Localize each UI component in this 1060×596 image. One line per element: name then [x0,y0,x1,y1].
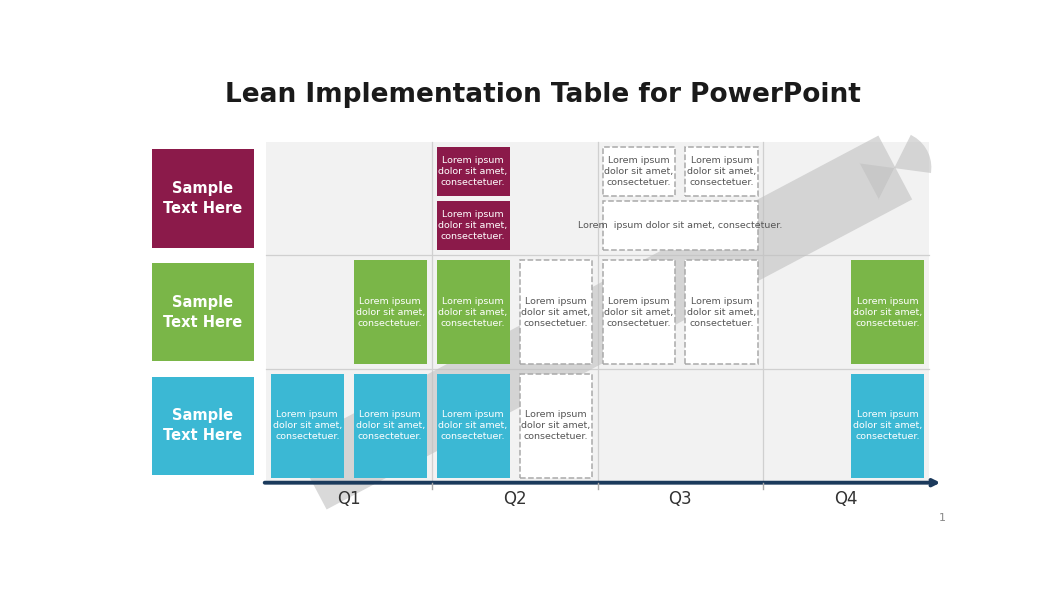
Text: Lorem ipsum
dolor sit amet,
consectetuer.: Lorem ipsum dolor sit amet, consectetuer… [439,410,508,442]
FancyBboxPatch shape [437,147,510,196]
FancyBboxPatch shape [602,201,758,250]
FancyArrowPatch shape [310,167,896,477]
Text: Q2: Q2 [502,491,527,508]
FancyBboxPatch shape [152,149,254,247]
Text: Lorem ipsum
dolor sit amet,
consectetuer.: Lorem ipsum dolor sit amet, consectetuer… [355,410,425,442]
Text: Lorem ipsum
dolor sit amet,
consectetuer.: Lorem ipsum dolor sit amet, consectetuer… [522,297,590,328]
Text: Lorem ipsum
dolor sit amet,
consectetuer.: Lorem ipsum dolor sit amet, consectetuer… [853,297,922,328]
FancyBboxPatch shape [271,374,343,478]
Text: Lorem ipsum
dolor sit amet,
consectetuer.: Lorem ipsum dolor sit amet, consectetuer… [687,156,757,187]
Text: Lorem ipsum
dolor sit amet,
consectetuer.: Lorem ipsum dolor sit amet, consectetuer… [439,210,508,241]
Text: Lean Implementation Table for PowerPoint: Lean Implementation Table for PowerPoint [226,82,861,108]
FancyBboxPatch shape [519,374,593,478]
Text: Lorem ipsum
dolor sit amet,
consectetuer.: Lorem ipsum dolor sit amet, consectetuer… [272,410,342,442]
FancyBboxPatch shape [686,147,758,196]
FancyBboxPatch shape [354,374,426,478]
Text: Lorem ipsum
dolor sit amet,
consectetuer.: Lorem ipsum dolor sit amet, consectetuer… [522,410,590,442]
Text: Sample
Text Here: Sample Text Here [163,408,243,443]
Text: Lorem ipsum
dolor sit amet,
consectetuer.: Lorem ipsum dolor sit amet, consectetuer… [439,156,508,187]
Text: Sample
Text Here: Sample Text Here [163,295,243,330]
Text: Q3: Q3 [669,491,692,508]
FancyBboxPatch shape [851,260,924,364]
FancyBboxPatch shape [437,374,510,478]
Text: Lorem ipsum
dolor sit amet,
consectetuer.: Lorem ipsum dolor sit amet, consectetuer… [355,297,425,328]
Text: Q4: Q4 [834,491,858,508]
Text: Q1: Q1 [337,491,360,508]
FancyBboxPatch shape [152,377,254,475]
Text: Lorem  ipsum dolor sit amet, consectetuer.: Lorem ipsum dolor sit amet, consectetuer… [579,221,782,230]
FancyBboxPatch shape [686,260,758,364]
FancyBboxPatch shape [437,260,510,364]
Text: Lorem ipsum
dolor sit amet,
consectetuer.: Lorem ipsum dolor sit amet, consectetuer… [439,297,508,328]
Text: Lorem ipsum
dolor sit amet,
consectetuer.: Lorem ipsum dolor sit amet, consectetuer… [604,297,673,328]
FancyBboxPatch shape [851,374,924,478]
FancyBboxPatch shape [266,142,930,483]
Text: 1: 1 [939,513,947,523]
FancyBboxPatch shape [602,147,675,196]
FancyBboxPatch shape [152,263,254,361]
Text: Lorem ipsum
dolor sit amet,
consectetuer.: Lorem ipsum dolor sit amet, consectetuer… [687,297,757,328]
FancyBboxPatch shape [602,260,675,364]
Text: Lorem ipsum
dolor sit amet,
consectetuer.: Lorem ipsum dolor sit amet, consectetuer… [604,156,673,187]
Text: Lorem ipsum
dolor sit amet,
consectetuer.: Lorem ipsum dolor sit amet, consectetuer… [853,410,922,442]
FancyBboxPatch shape [437,201,510,250]
FancyBboxPatch shape [519,260,593,364]
FancyBboxPatch shape [354,260,426,364]
Text: Sample
Text Here: Sample Text Here [163,181,243,216]
